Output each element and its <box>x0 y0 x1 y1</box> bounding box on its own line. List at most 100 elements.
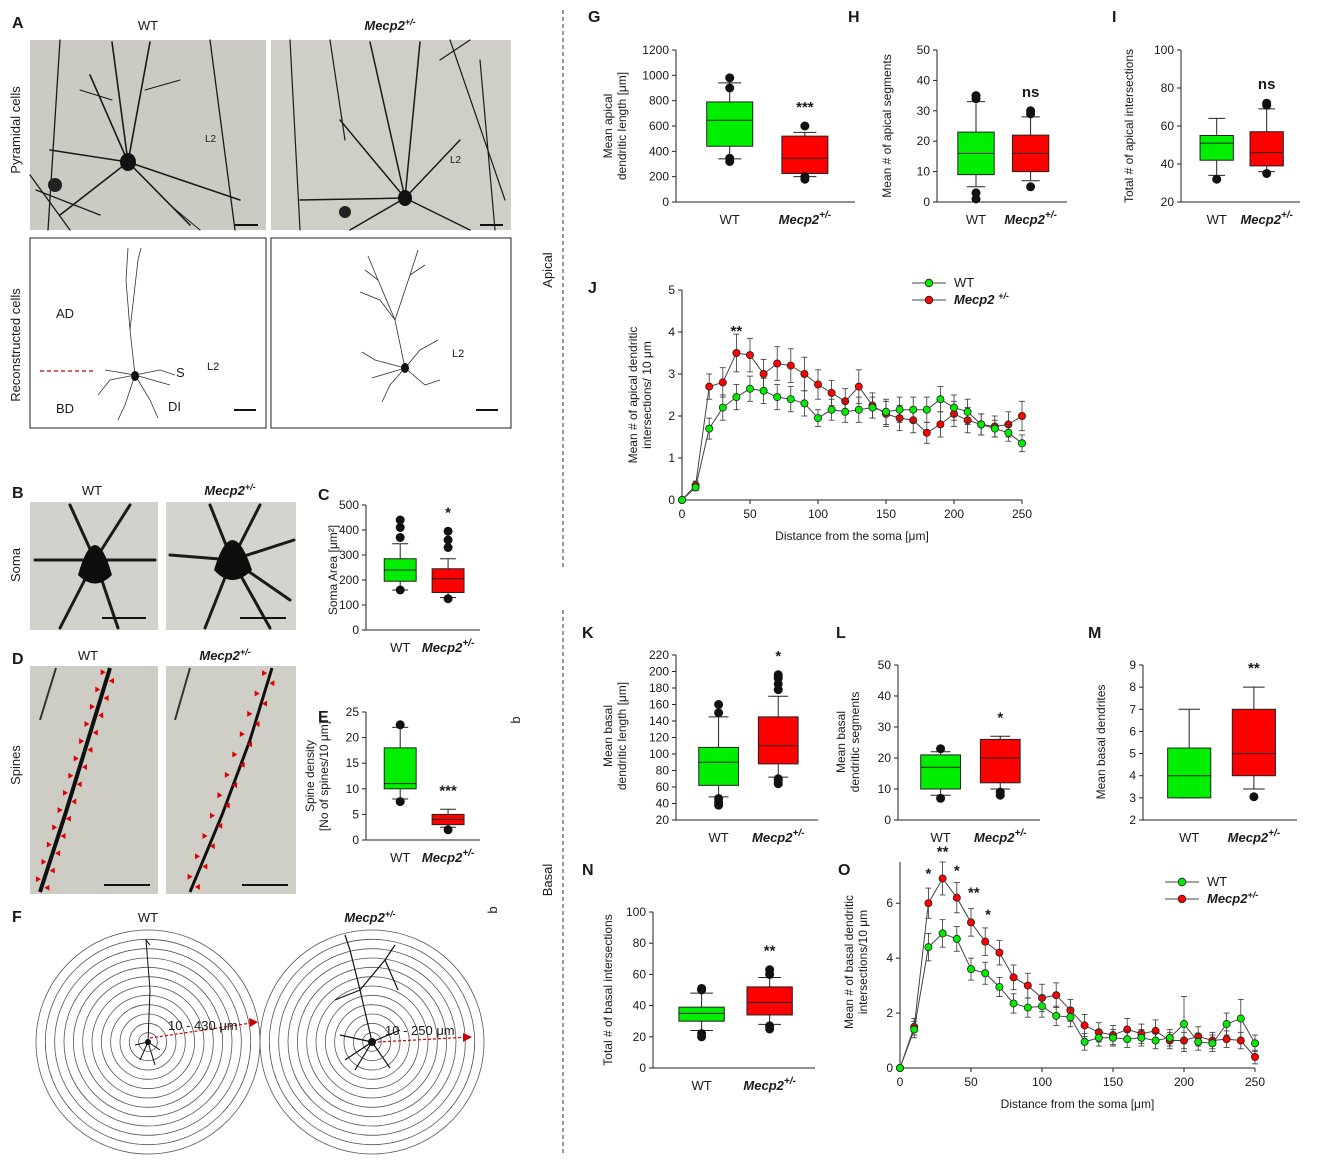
box-g-wt <box>706 73 754 166</box>
spine-marker-0-24 <box>36 876 42 883</box>
point-j-0-3 <box>718 403 727 412</box>
panel-f-col-mecp2: Mecp2+/- <box>344 909 395 925</box>
spine-marker-0-16 <box>57 807 63 814</box>
layer-label-1: L2 <box>205 134 217 145</box>
point-o-1-7 <box>995 948 1004 957</box>
sholl-ring-mecp2-8 <box>296 966 448 1118</box>
sholl-ring-wt-3 <box>119 1013 177 1071</box>
sholl-soma-wt <box>145 1039 151 1045</box>
box-h-wt <box>957 91 995 204</box>
chart-l: L Mean basal dendritic segments 0 10 20 30 40 50… <box>834 625 1040 845</box>
point-o-1-11 <box>1052 991 1061 1000</box>
y-tick-label-g-2: 400 <box>649 144 669 158</box>
soma-mecp2-tracing <box>401 363 409 373</box>
sholl-range-wt: 10 - 430 μm <box>168 1018 238 1033</box>
box-h-mecp2 <box>1011 106 1050 192</box>
panel-a-col-mecp2: Mecp2+/- <box>364 17 415 33</box>
y-tick-label-e-3: 15 <box>346 756 360 770</box>
x-tick-label-o-5: 250 <box>1245 1075 1265 1089</box>
panel-letter-g: G <box>588 9 600 26</box>
y-tick-label-n-5: 100 <box>626 905 646 919</box>
y-tick-label-c-4: 400 <box>339 523 359 537</box>
spine-marker-1-1 <box>269 680 275 687</box>
point-o-0-7 <box>995 982 1004 991</box>
panel-letter-j: J <box>588 280 597 297</box>
y-tick-label-o-1: 2 <box>886 1006 893 1020</box>
y-tick-label-m-3: 5 <box>1129 747 1136 761</box>
tracing-wt <box>97 247 176 421</box>
outlier-k-0-2 <box>714 794 724 804</box>
outlier-l-0-1 <box>936 744 946 754</box>
panel-letter-h: H <box>848 9 860 26</box>
point-o-0-19 <box>1165 1033 1174 1042</box>
y-axis-label-o: Mean # of basal dendritic <box>842 895 856 1029</box>
chart-k: K Mean basal dendritic length [μm] 20 40 60 80… <box>582 625 818 845</box>
box-body-i-1 <box>1249 131 1284 167</box>
point-o-0-3 <box>938 929 947 938</box>
legend-marker-o-1 <box>1177 894 1187 904</box>
chart-m: M Mean basal dendrites 2 3 4 5 6 7 8 9 WT Mecp2+/- *… <box>1088 625 1297 845</box>
y-tick-label-m-0: 2 <box>1129 813 1136 827</box>
y-tick-label-i-0: 20 <box>1161 195 1175 209</box>
neurons-wt-pyramidal <box>29 39 241 231</box>
point-o-1-4 <box>952 893 961 902</box>
outlier-c-0-1 <box>395 533 405 542</box>
y-axis-label-l: Mean basal <box>834 711 848 773</box>
y-tick-label-g-6: 1200 <box>642 43 669 57</box>
point-j-1-6 <box>759 369 768 378</box>
sholl-ring-mecp2-7 <box>306 976 438 1108</box>
box-body-l-0 <box>920 754 961 790</box>
spine-marker-0-23 <box>49 867 55 874</box>
annotation-o-0: * <box>925 865 931 882</box>
point-j-0-23 <box>990 424 999 433</box>
annotation-o-4: * <box>985 907 991 924</box>
panel-letter-n: N <box>582 862 594 879</box>
point-o-1-13 <box>1080 1021 1089 1030</box>
series-line-o-0 <box>899 932 1256 1069</box>
panel-b-col-wt: WT <box>82 483 102 498</box>
point-j-1-10 <box>814 380 823 389</box>
y-axis-label-n: Total # of basal intersections <box>601 914 615 1065</box>
point-o-0-1 <box>910 1025 919 1034</box>
y-tick-label-k-1: 40 <box>656 797 670 811</box>
y-tick-label-i-4: 100 <box>1154 43 1174 57</box>
y-tick-label-k-9: 200 <box>649 665 669 679</box>
panel-letter-d: D <box>12 651 24 668</box>
y-axis-label-m: Mean basal dendrites <box>1094 685 1108 800</box>
y-tick-label-i-3: 80 <box>1161 81 1175 95</box>
significance-c-1: * <box>445 504 451 521</box>
box-body-g-0 <box>706 101 754 147</box>
y-axis-label2-o: intersections/10 μm <box>856 910 870 1014</box>
x-tick-label-j-2: 100 <box>808 507 828 521</box>
outlier-k-1-2 <box>773 774 783 784</box>
spine-marker-0-15 <box>71 798 77 805</box>
y-axis-label-e: Spine density <box>303 740 317 812</box>
y-tick-label-l-3: 30 <box>878 720 892 734</box>
panel-d-col-mecp2: Mecp2+/- <box>199 647 250 663</box>
box-k-mecp2 <box>757 670 799 789</box>
spine-marker-1-4 <box>247 710 253 717</box>
section-label-basal: Basal <box>540 864 555 897</box>
x-category-k-0: WT <box>708 830 728 845</box>
y-tick-label-h-0: 0 <box>923 195 930 209</box>
point-o-0-23 <box>1222 1020 1231 1029</box>
legend-label-j-0: WT <box>954 275 974 290</box>
y-tick-label-m-5: 7 <box>1129 702 1136 716</box>
sholl-ring-mecp2-10 <box>278 948 466 1136</box>
outlier-c-1-3 <box>443 526 453 536</box>
spine-marker-0-18 <box>52 824 58 831</box>
box-n-mecp2 <box>746 965 793 1034</box>
x-tick-label-o-0: 0 <box>897 1075 904 1089</box>
point-j-0-7 <box>773 393 782 402</box>
point-o-0-11 <box>1052 1011 1061 1020</box>
y-axis-label2-j: intersections/ 10 μm <box>640 341 654 449</box>
series-o-mecp2 <box>896 861 1260 1073</box>
y-tick-label-e-4: 20 <box>346 731 360 745</box>
outlier-g-0-3 <box>725 73 735 83</box>
spine-marker-0-7 <box>92 729 98 736</box>
x-category-g-0: WT <box>720 212 740 227</box>
spine-marker-0-5 <box>98 712 104 719</box>
series-j-wt <box>678 375 1027 504</box>
